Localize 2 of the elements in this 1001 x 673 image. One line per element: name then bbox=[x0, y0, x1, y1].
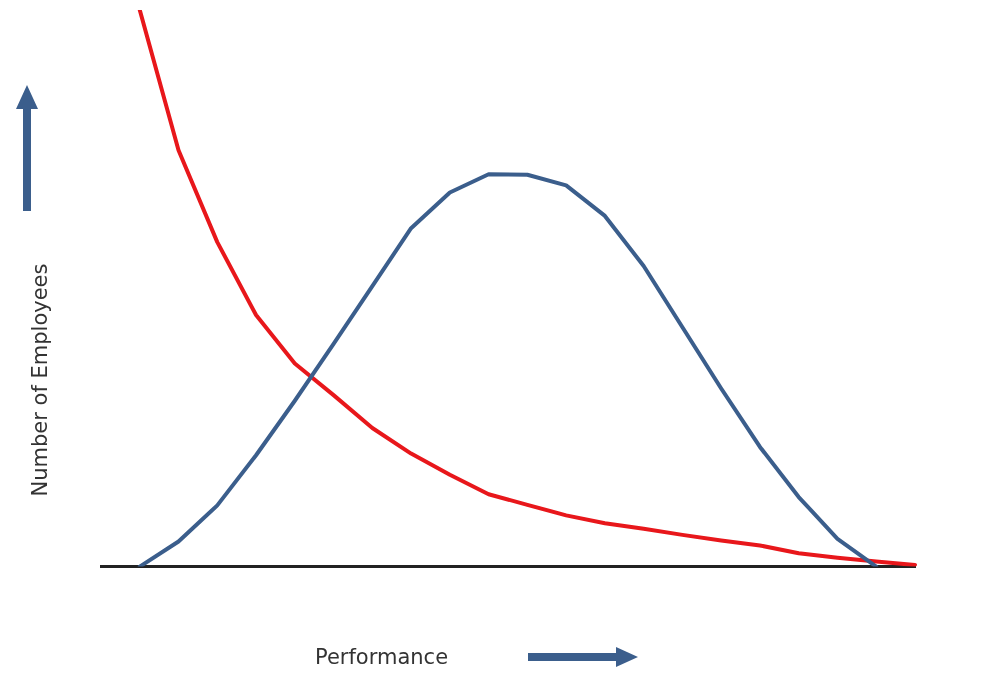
y-axis-title: Number of Employees bbox=[28, 263, 52, 497]
x-axis-title: Performance bbox=[315, 645, 449, 669]
